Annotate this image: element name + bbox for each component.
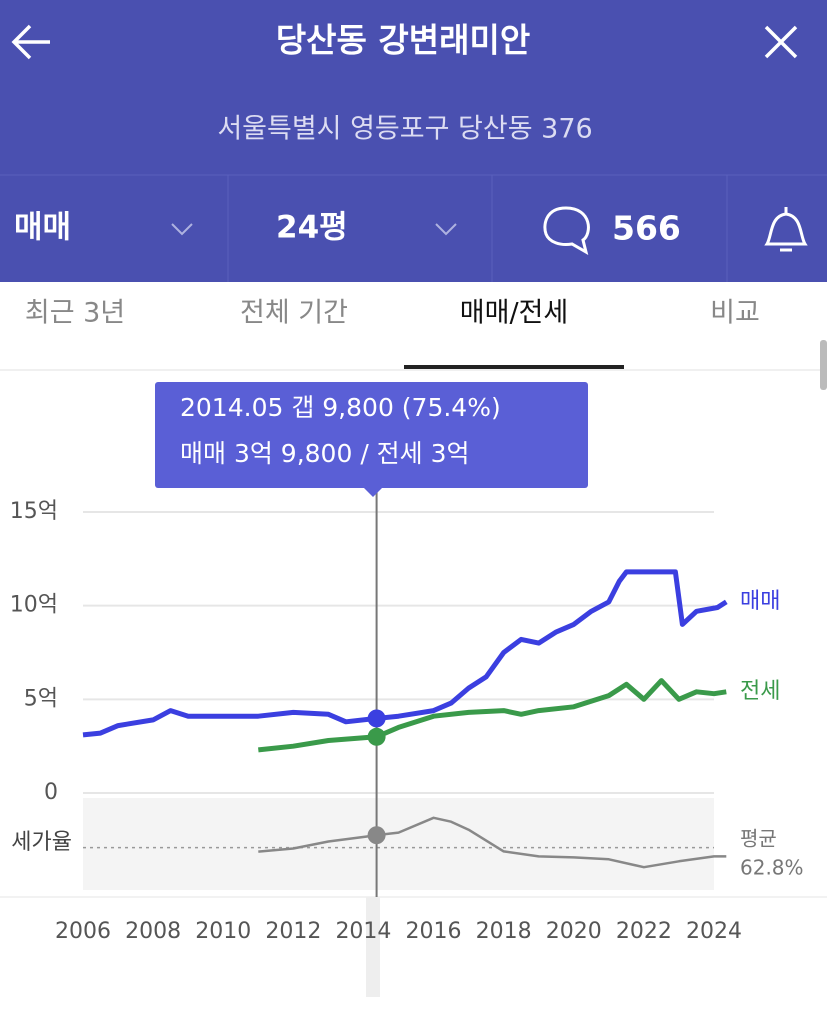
address: 서울특별시 영등포구 당산동 376 <box>217 114 592 145</box>
x-tick-label: 2022 <box>616 919 672 944</box>
series-line <box>82 569 728 738</box>
header-bg <box>0 0 827 282</box>
average-label: 평균 <box>740 827 777 851</box>
y-tick-label: 15억 <box>10 499 58 524</box>
ratio-line <box>258 816 727 869</box>
x-tick-label: 2020 <box>546 919 602 944</box>
tab[interactable]: 최근 3년 <box>25 298 125 329</box>
x-tick-label: 2024 <box>686 919 742 944</box>
y-tick-label: 10억 <box>10 593 58 618</box>
x-tick-label: 2008 <box>125 919 181 944</box>
average-value: 62.8% <box>740 856 804 880</box>
chevron <box>171 223 193 236</box>
tab[interactable]: 전체 기간 <box>240 298 348 329</box>
tooltip-text: 2014.05 갭 9,800 (75.4%) <box>180 393 501 422</box>
legend-label: 전세 <box>740 679 780 704</box>
tooltip-text: 매매 3억 9,800 / 전세 3억 <box>180 439 470 468</box>
chevron <box>435 223 457 236</box>
size[interactable]: 24평 <box>276 210 348 246</box>
cursor-dot <box>367 826 386 845</box>
tooltip-arrow <box>364 488 382 497</box>
x-tick-label: 2010 <box>195 919 251 944</box>
tab[interactable]: 매매/전세 <box>460 298 568 329</box>
ratio-label: 세가율 <box>11 830 72 855</box>
title: 당산동 강변래미안 <box>276 21 530 60</box>
scrollbar <box>820 340 827 390</box>
tab[interactable]: 비교 <box>710 298 760 329</box>
bell-icon[interactable] <box>764 212 808 252</box>
cursor-dot <box>367 709 386 728</box>
tooltip <box>155 382 588 488</box>
x-tick-label: 2014 <box>335 919 391 944</box>
comment-count[interactable]: 566 <box>612 209 681 248</box>
legend-label: 매매 <box>740 589 780 614</box>
comment-icon[interactable] <box>543 206 590 256</box>
x-tick-label: 2012 <box>265 919 321 944</box>
back-button[interactable] <box>11 24 50 60</box>
x-tick-label: 2006 <box>55 919 111 944</box>
cursor-dot <box>367 727 386 746</box>
cursor-track <box>366 897 380 997</box>
plot: 0 5억 10억 15억 2006 2008 2010 2012 2014 2016 2018 202… <box>10 488 804 944</box>
ratio-panel <box>83 798 714 890</box>
deal-type[interactable]: 매매 <box>14 210 71 246</box>
y-tick-label: 5억 <box>24 686 58 711</box>
x-tick-label: 2016 <box>406 919 462 944</box>
x-tick-label: 2018 <box>476 919 532 944</box>
close-button[interactable] <box>764 25 798 59</box>
active-tab-underline <box>404 365 624 369</box>
y-tick-label: 0 <box>44 780 58 805</box>
